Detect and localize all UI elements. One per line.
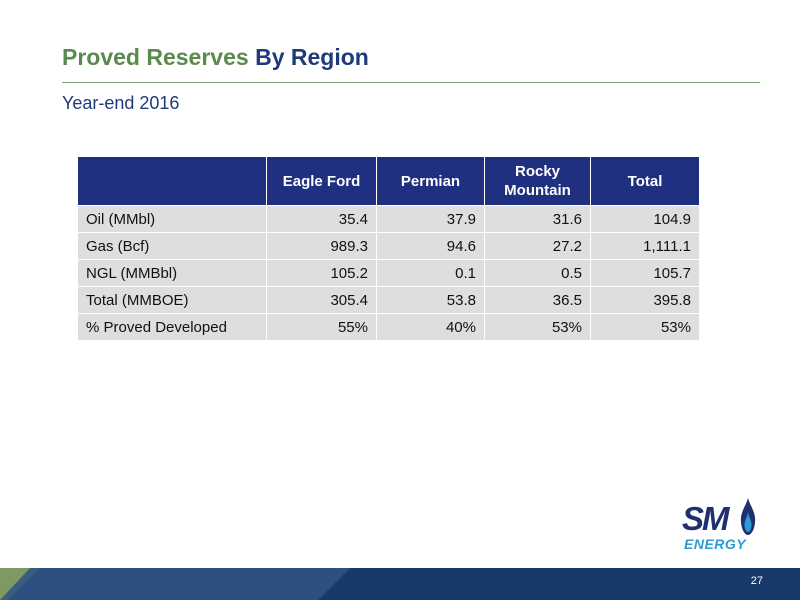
table-cell: 105.2 — [266, 259, 377, 287]
footer-band — [0, 568, 800, 600]
row-label: % Proved Developed — [77, 313, 267, 341]
row-label: Oil (MMbl) — [77, 205, 267, 233]
reserves-table: Eagle Ford Permian Rocky Mountain Total … — [77, 156, 700, 341]
table-cell: 53.8 — [376, 286, 485, 314]
sm-energy-logo: SM ENERGY — [680, 496, 760, 556]
logo-wordmark: ENERGY — [684, 536, 747, 552]
table-row: NGL (MMBbl) 105.2 0.1 0.5 105.7 — [77, 259, 700, 287]
table-cell: 31.6 — [484, 205, 591, 233]
table-cell: 395.8 — [590, 286, 700, 314]
table-cell: 40% — [376, 313, 485, 341]
table-cell: 1,111.1 — [590, 232, 700, 260]
table-cell: 55% — [266, 313, 377, 341]
table-cell: 35.4 — [266, 205, 377, 233]
column-header-eagle-ford: Eagle Ford — [266, 156, 377, 206]
table-cell: 0.5 — [484, 259, 591, 287]
table-cell: 105.7 — [590, 259, 700, 287]
table-cell: 27.2 — [484, 232, 591, 260]
row-label: NGL (MMBbl) — [77, 259, 267, 287]
column-header-blank — [77, 156, 267, 206]
table-row: Gas (Bcf) 989.3 94.6 27.2 1,111.1 — [77, 232, 700, 260]
title-divider — [62, 82, 760, 83]
table-row: Total (MMBOE) 305.4 53.8 36.5 395.8 — [77, 286, 700, 314]
table-cell: 94.6 — [376, 232, 485, 260]
page-title: Proved Reserves By Region — [62, 44, 369, 71]
table-cell: 305.4 — [266, 286, 377, 314]
logo-mark: SM — [682, 500, 729, 537]
page-number: 27 — [750, 575, 763, 587]
title-part-1: Proved Reserves — [62, 44, 249, 70]
table-cell: 0.1 — [376, 259, 485, 287]
table-cell: 989.3 — [266, 232, 377, 260]
flame-icon — [740, 498, 756, 535]
table-cell: 53% — [590, 313, 700, 341]
table-row: Oil (MMbl) 35.4 37.9 31.6 104.9 — [77, 205, 700, 233]
column-header-rocky-mountain: Rocky Mountain — [484, 156, 591, 206]
footer-graphic — [0, 568, 800, 600]
column-header-permian: Permian — [376, 156, 485, 206]
table-cell: 37.9 — [376, 205, 485, 233]
row-label: Total (MMBOE) — [77, 286, 267, 314]
row-label: Gas (Bcf) — [77, 232, 267, 260]
table-cell: 36.5 — [484, 286, 591, 314]
table-row: % Proved Developed 55% 40% 53% 53% — [77, 313, 700, 341]
table-header-row: Eagle Ford Permian Rocky Mountain Total — [77, 156, 700, 206]
table-cell: 104.9 — [590, 205, 700, 233]
title-part-2: By Region — [255, 44, 369, 70]
page-subtitle: Year-end 2016 — [62, 93, 180, 113]
table-cell: 53% — [484, 313, 591, 341]
column-header-total: Total — [590, 156, 700, 206]
